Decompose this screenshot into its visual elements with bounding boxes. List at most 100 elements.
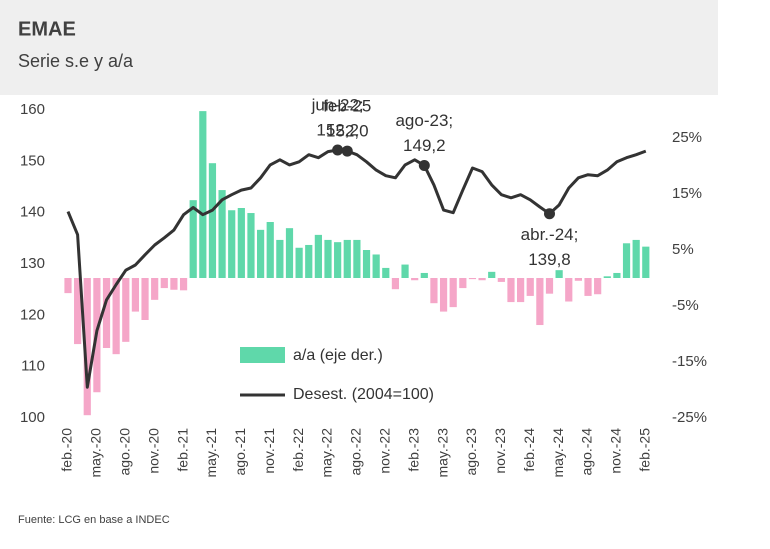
bar bbox=[170, 278, 178, 290]
bar bbox=[420, 272, 428, 278]
x-tick-label: nov.-21 bbox=[261, 428, 277, 474]
bar bbox=[555, 270, 563, 278]
x-tick-label: nov.-20 bbox=[145, 428, 161, 474]
bar bbox=[353, 239, 361, 278]
bar bbox=[565, 278, 573, 302]
bar bbox=[83, 278, 91, 416]
bar bbox=[488, 271, 496, 278]
bar bbox=[151, 278, 159, 300]
y-tick-label: 150 bbox=[20, 152, 45, 169]
bar bbox=[478, 278, 486, 281]
x-tick-label: feb.-22 bbox=[290, 428, 306, 472]
y2-tick-label: -5% bbox=[672, 297, 699, 314]
legend-swatch bbox=[240, 347, 285, 363]
bar bbox=[545, 278, 554, 294]
bar bbox=[160, 278, 168, 289]
header-band bbox=[0, 0, 718, 95]
bar bbox=[430, 278, 438, 304]
bar bbox=[218, 190, 226, 278]
marker bbox=[332, 144, 344, 156]
y2-tick-label: -15% bbox=[672, 353, 707, 370]
bar bbox=[257, 229, 265, 278]
bar bbox=[362, 250, 371, 278]
bar bbox=[199, 111, 207, 279]
bar bbox=[459, 278, 467, 289]
bar bbox=[603, 276, 611, 278]
bar bbox=[372, 254, 380, 278]
bar bbox=[141, 278, 149, 320]
bar bbox=[497, 278, 505, 282]
annotation-text: jun-22; bbox=[311, 96, 364, 115]
bar bbox=[334, 242, 342, 278]
x-tick-label: ago.-22 bbox=[348, 428, 364, 476]
bar bbox=[208, 163, 217, 278]
bar bbox=[74, 278, 82, 345]
x-tick-label: feb.-23 bbox=[405, 428, 421, 472]
x-tick-label: feb.-24 bbox=[521, 428, 537, 472]
bar bbox=[305, 244, 313, 278]
bar bbox=[382, 267, 390, 278]
x-tick-label: may.-22 bbox=[319, 428, 335, 478]
x-tick-label: feb.-21 bbox=[174, 428, 190, 472]
chart-subtitle: Serie s.e y a/a bbox=[18, 51, 134, 71]
bar bbox=[189, 200, 197, 278]
bar bbox=[228, 210, 236, 278]
source: Fuente: LCG en base a INDEC bbox=[18, 514, 170, 526]
marker bbox=[418, 159, 430, 171]
x-tick-label: feb.-25 bbox=[637, 428, 653, 472]
bar bbox=[468, 278, 477, 280]
chart-title: EMAE bbox=[18, 18, 76, 40]
x-tick-label: may.-20 bbox=[88, 428, 104, 478]
bar bbox=[314, 234, 322, 278]
bar bbox=[401, 264, 409, 278]
bar bbox=[411, 278, 419, 281]
x-tick-label: ago.-21 bbox=[232, 428, 248, 476]
bar bbox=[613, 272, 621, 278]
legend-label: Desest. (2004=100) bbox=[293, 386, 434, 403]
x-tick-label: may.-21 bbox=[203, 428, 219, 478]
bar bbox=[507, 278, 515, 303]
bar bbox=[632, 239, 640, 278]
annotation-value: 152,2 bbox=[316, 121, 359, 140]
x-tick-label: nov.-23 bbox=[492, 428, 508, 474]
annotation-value: 149,2 bbox=[403, 136, 446, 155]
y-tick-label: 100 bbox=[20, 409, 45, 426]
bar bbox=[594, 278, 602, 295]
bar bbox=[574, 278, 582, 281]
marker bbox=[341, 145, 353, 157]
y-tick-label: 140 bbox=[20, 204, 45, 221]
y-tick-label: 120 bbox=[20, 306, 45, 323]
annotation-value: 139,8 bbox=[528, 250, 571, 269]
x-tick-label: nov.-22 bbox=[376, 428, 392, 474]
bar bbox=[112, 278, 120, 355]
y-tick-label: 130 bbox=[20, 255, 45, 272]
x-tick-label: ago.-23 bbox=[463, 428, 479, 476]
bar bbox=[276, 239, 284, 278]
bar bbox=[343, 239, 351, 278]
y2-tick-label: 25% bbox=[672, 129, 702, 146]
bar bbox=[247, 213, 255, 278]
bar bbox=[622, 243, 631, 278]
bar bbox=[266, 222, 274, 278]
x-tick-label: may.-23 bbox=[434, 428, 450, 478]
bar bbox=[324, 239, 332, 278]
bar bbox=[122, 278, 130, 342]
bar bbox=[179, 278, 188, 291]
bar bbox=[449, 278, 457, 308]
bar bbox=[102, 278, 111, 348]
x-tick-label: ago.-20 bbox=[116, 428, 132, 476]
bar bbox=[642, 246, 650, 278]
x-tick-label: may.-24 bbox=[550, 428, 566, 478]
bar bbox=[285, 228, 294, 278]
annotation-value: 152,0 bbox=[326, 122, 369, 141]
y-tick-label: 110 bbox=[21, 358, 45, 375]
annotation-text: feb-25 bbox=[323, 97, 371, 116]
bar bbox=[439, 278, 448, 312]
marker bbox=[544, 208, 555, 220]
annotation-text: ago-23; bbox=[395, 111, 453, 130]
x-tick-label: ago.-24 bbox=[579, 428, 595, 476]
y2-tick-label: -25% bbox=[672, 409, 707, 426]
bar bbox=[295, 247, 303, 278]
bar bbox=[237, 208, 245, 278]
